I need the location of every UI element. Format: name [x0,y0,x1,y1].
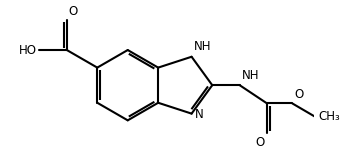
Text: HO: HO [19,44,37,57]
Text: O: O [255,136,264,149]
Text: N: N [195,108,204,121]
Text: NH: NH [194,40,212,53]
Text: O: O [294,89,304,101]
Text: O: O [69,5,78,18]
Text: NH: NH [242,69,259,82]
Text: CH₃: CH₃ [318,110,340,123]
